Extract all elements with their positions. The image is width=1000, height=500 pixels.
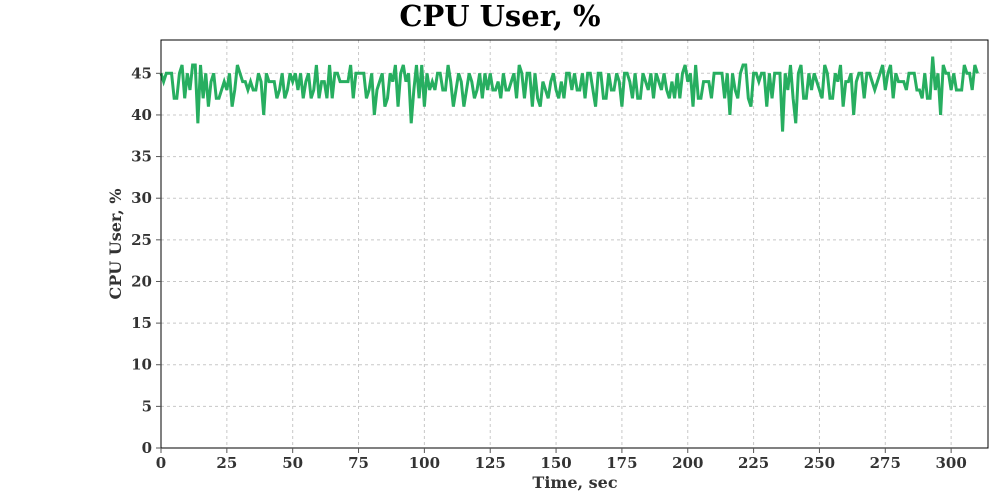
y-tick-label: 30: [131, 189, 152, 207]
y-tick-label: 40: [131, 106, 152, 124]
cpu-user-series-line: [159, 56, 979, 132]
x-tick-label: 175: [606, 454, 637, 472]
x-tick-label: 0: [156, 454, 166, 472]
y-tick-label: 25: [131, 231, 152, 249]
x-tick-label: 50: [282, 454, 303, 472]
chart-title: CPU User, %: [399, 0, 601, 33]
x-tick-label: 275: [870, 454, 901, 472]
x-axis-label: Time, sec: [532, 473, 617, 492]
y-tick-label: 0: [142, 439, 152, 457]
plot-area-frame: [160, 39, 989, 449]
x-tick-label: 100: [409, 454, 440, 472]
y-axis-ticks: 0 5 10 15 20 25 30 35 40 45: [131, 64, 161, 457]
x-tick-label: 200: [672, 454, 703, 472]
x-tick-label: 150: [540, 454, 571, 472]
y-tick-label: 15: [131, 314, 152, 332]
x-tick-label: 125: [475, 454, 506, 472]
grid-lines: [161, 40, 988, 448]
x-tick-label: 25: [216, 454, 237, 472]
y-axis-label: CPU User, %: [106, 188, 125, 299]
series-layer: [159, 56, 979, 132]
x-tick-label: 225: [738, 454, 769, 472]
y-tick-label: 20: [131, 272, 152, 290]
y-tick-label: 45: [131, 64, 152, 82]
y-tick-label: 10: [131, 356, 152, 374]
x-tick-label: 75: [348, 454, 369, 472]
y-tick-label: 5: [142, 397, 152, 415]
y-tick-label: 35: [131, 148, 152, 166]
x-axis-ticks: 0 25 50 75 100 125 150 175 200 225 250 275 300: [156, 448, 967, 472]
x-tick-label: 300: [935, 454, 966, 472]
x-tick-label: 250: [804, 454, 835, 472]
